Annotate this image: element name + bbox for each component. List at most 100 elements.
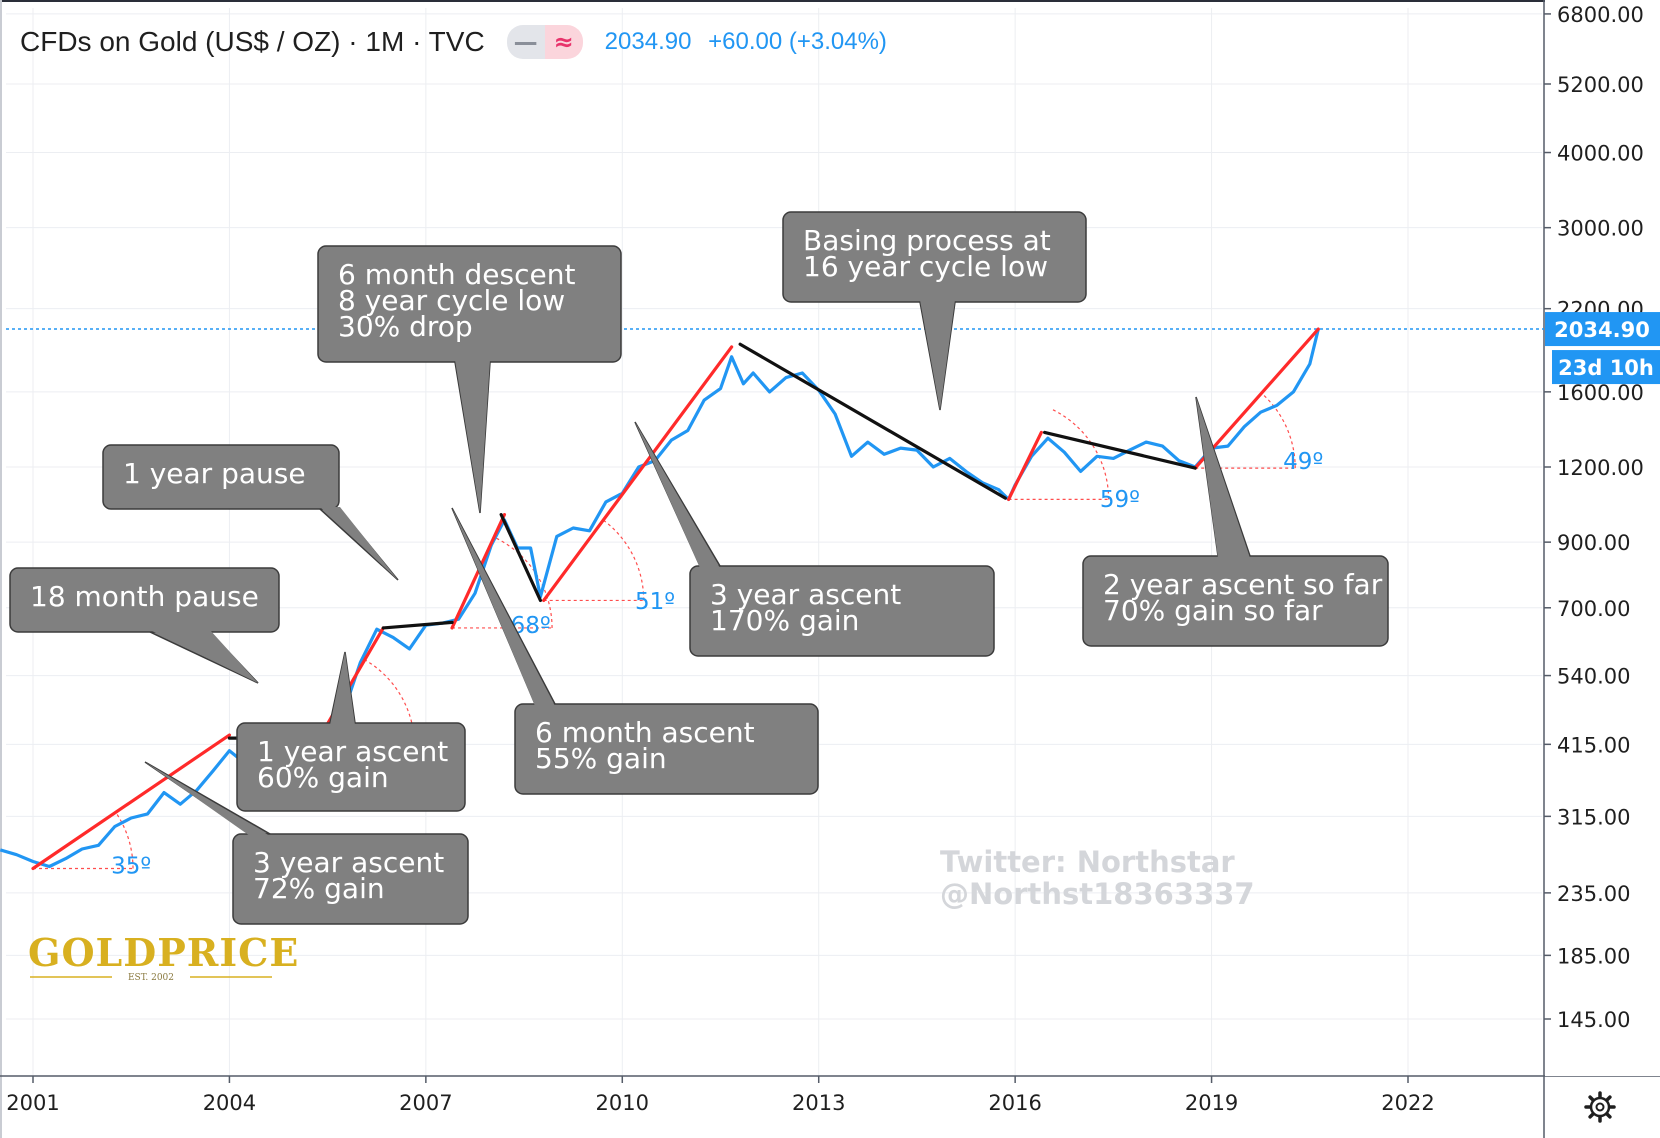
price-tick-label: 185.00 — [1557, 944, 1630, 968]
callout-line: 1 year ascent — [257, 735, 448, 768]
callout-box — [514, 703, 819, 795]
callout-box — [9, 567, 280, 633]
callout-pointer-join — [920, 300, 955, 410]
ascent-trend-line — [542, 345, 734, 603]
pause-trend-line — [738, 342, 1007, 500]
price-axis: 6800.005200.004000.003000.002200.001600.… — [1544, 0, 1660, 1076]
callout-line: 170% gain — [710, 604, 859, 637]
price-axis-bg — [1545, 0, 1660, 1076]
time-tick-label: 2001 — [6, 1091, 59, 1115]
callout-pause-18m: 18 month pause — [9, 567, 280, 684]
callout-pointer-join — [455, 360, 490, 513]
minus-icon[interactable]: — — [506, 25, 545, 59]
wave-icon[interactable]: ≈ — [544, 25, 583, 59]
series-toggle[interactable]: — ≈ — [506, 25, 583, 59]
angle-arc — [1052, 409, 1110, 500]
callout-line: 6 month ascent — [535, 716, 755, 749]
callout-pointer-join — [635, 422, 720, 568]
countdown-badge-value: 23d 10h — [1558, 356, 1654, 380]
callout-pause-1y: 1 year pause — [102, 444, 399, 581]
callout-box — [102, 444, 340, 510]
price-badge-bg — [1545, 312, 1660, 347]
price-series-line — [0, 328, 1320, 869]
callout-pointer-join — [150, 630, 258, 683]
callout-line: 70% gain so far — [1103, 594, 1323, 627]
price-tick-label: 3000.00 — [1557, 217, 1644, 241]
angle-arc — [1261, 392, 1296, 469]
time-tick-label: 2022 — [1381, 1091, 1434, 1115]
logo-name: GOLDPRICE — [28, 930, 299, 975]
price-tick-label: 540.00 — [1557, 665, 1630, 689]
callout-line: 55% gain — [535, 742, 667, 775]
current-price-badge: 2034.90 23d 10h — [1545, 312, 1660, 385]
price-tick-label: 1600.00 — [1557, 381, 1644, 405]
chart-header: CFDs on Gold (US$ / OZ) · 1M · TVC — ≈ 2… — [20, 22, 887, 62]
callout-line: 1 year pause — [123, 457, 306, 490]
callout-line: 6 month descent — [338, 258, 575, 291]
callout-pointer-join — [330, 652, 355, 725]
gear-icon[interactable] — [1584, 1091, 1616, 1123]
callout-box — [689, 565, 995, 657]
angle-label: 35º — [111, 854, 151, 880]
callout-pointer-join — [320, 507, 398, 580]
angle-arc — [115, 811, 134, 869]
callout-line: 30% drop — [338, 310, 473, 343]
price-change: +60.00 (+3.04%) — [708, 28, 887, 55]
price-tick-label: 5200.00 — [1557, 73, 1644, 97]
price-tick-label: 700.00 — [1557, 597, 1630, 621]
price-tick-label: 145.00 — [1557, 1008, 1630, 1032]
callout-line: Basing process at — [803, 224, 1051, 257]
price-badge-value: 2034.90 — [1554, 318, 1650, 342]
time-axis: 2001 2004 2007 2010 2013 2016 2019 2022 — [6, 1076, 1435, 1115]
angle-label: 59º — [1100, 487, 1140, 513]
price-quote: 2034.90 +60.00 (+3.04%) — [605, 28, 887, 56]
last-price: 2034.90 — [604, 28, 692, 55]
callout-line: 18 month pause — [30, 580, 259, 613]
pause-trend-line — [499, 513, 543, 603]
callout-line: 16 year cycle low — [803, 250, 1048, 283]
price-tick-label: 1200.00 — [1557, 456, 1644, 480]
price-tick-label: 900.00 — [1557, 531, 1630, 555]
callout-pointer-join — [1196, 397, 1250, 558]
angle-label: 49º — [1283, 449, 1323, 475]
price-tick-label: 235.00 — [1557, 882, 1630, 906]
price-tick-label: 4000.00 — [1557, 142, 1644, 166]
pause-trend-line — [381, 620, 454, 630]
ascent-trend-line — [1193, 327, 1320, 470]
callout-line: 8 year cycle low — [338, 284, 565, 317]
time-tick-label: 2016 — [988, 1091, 1041, 1115]
time-tick-label: 2013 — [792, 1091, 845, 1115]
price-tick-label: 315.00 — [1557, 805, 1630, 829]
pause-trend-line — [1043, 430, 1197, 470]
callout-line: 60% gain — [257, 761, 389, 794]
price-tick-label: 415.00 — [1557, 733, 1630, 757]
callout-line: 3 year ascent — [710, 578, 901, 611]
callout-line: 2 year ascent so far — [1103, 568, 1383, 601]
gear-hub — [1595, 1102, 1605, 1112]
callout-line: 3 year ascent — [253, 846, 444, 879]
ascent-trend-line — [31, 733, 232, 871]
angle-label: 51º — [635, 589, 675, 615]
countdown-badge-bg — [1552, 350, 1660, 385]
time-tick-label: 2019 — [1185, 1091, 1238, 1115]
time-tick-label: 2004 — [203, 1091, 256, 1115]
price-tick-label: 6800.00 — [1557, 3, 1644, 27]
ascent-trend-line — [1006, 430, 1043, 502]
callout-pointer-join — [145, 762, 270, 836]
logo-est: EST. 2002 — [128, 973, 174, 983]
time-tick-label: 2010 — [596, 1091, 649, 1115]
watermark-line-2: @Northst18363337 — [940, 877, 1255, 911]
callout-line: 72% gain — [253, 872, 385, 905]
callout-pointer-join — [452, 508, 555, 706]
callout-box — [232, 833, 469, 925]
time-tick-label: 2007 — [399, 1091, 452, 1115]
